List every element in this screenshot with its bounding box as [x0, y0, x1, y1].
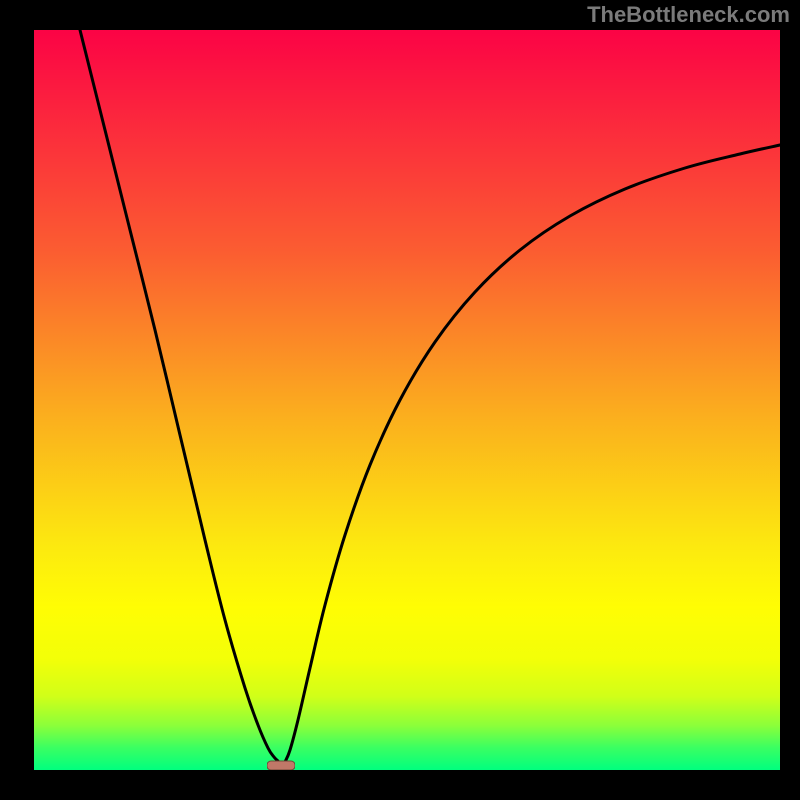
curve-left [80, 30, 278, 761]
watermark-text: TheBottleneck.com [587, 2, 790, 28]
chart-container: TheBottleneck.com [0, 0, 800, 800]
castle-body [267, 761, 295, 770]
border-right [780, 0, 800, 800]
curves-svg [0, 0, 800, 800]
border-bottom [0, 770, 800, 800]
castle-marker [267, 758, 295, 770]
curve-right [285, 145, 780, 762]
border-left [0, 0, 34, 800]
